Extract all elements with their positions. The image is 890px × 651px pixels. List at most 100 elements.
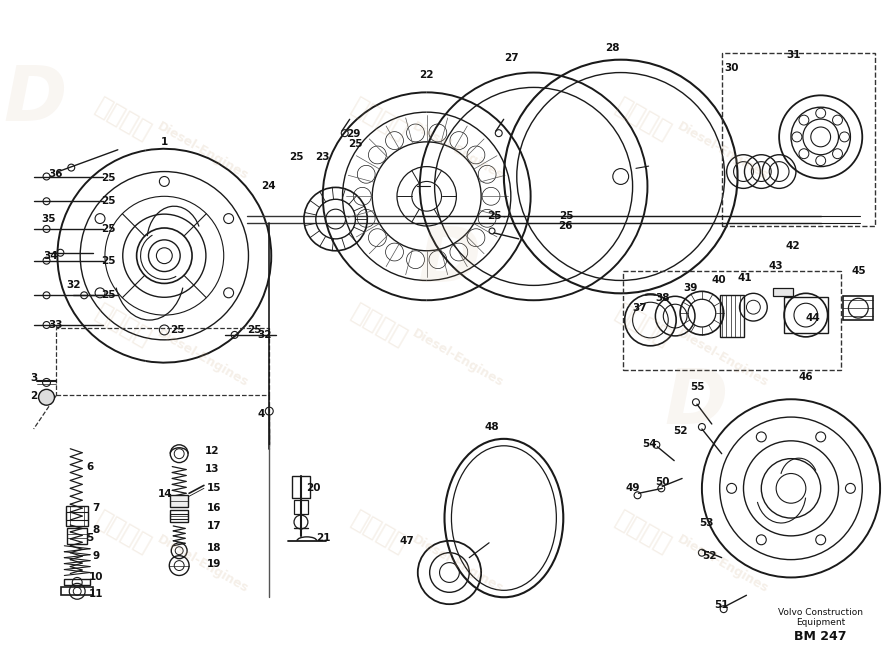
Text: D: D [417, 224, 481, 298]
Bar [720, 296, 744, 337]
Text: 12: 12 [205, 446, 219, 456]
Text: 32: 32 [257, 330, 271, 340]
Text: 20: 20 [306, 483, 321, 493]
Text: 13: 13 [205, 464, 219, 473]
Text: 14: 14 [158, 490, 173, 499]
Text: 33: 33 [48, 320, 62, 330]
Text: Diesel-Engines: Diesel-Engines [155, 326, 251, 389]
Bar [294, 500, 308, 514]
Text: Diesel-Engines: Diesel-Engines [410, 120, 506, 183]
Text: 19: 19 [206, 559, 221, 568]
Text: 25: 25 [348, 139, 362, 149]
Text: 35: 35 [41, 214, 56, 224]
Text: Diesel-Engines: Diesel-Engines [155, 533, 251, 596]
Text: 6: 6 [86, 462, 93, 471]
Text: 4: 4 [258, 409, 265, 419]
Bar [56, 328, 270, 395]
Text: 25: 25 [559, 211, 573, 221]
Text: 1: 1 [161, 137, 168, 147]
Text: 31: 31 [787, 49, 801, 60]
Text: 27: 27 [505, 53, 519, 62]
Text: 54: 54 [642, 439, 657, 449]
Text: 45: 45 [851, 266, 866, 275]
Text: 紫发动力: 紫发动力 [611, 300, 676, 351]
Text: 26: 26 [558, 221, 572, 231]
Text: BM 247: BM 247 [795, 630, 847, 643]
Bar [170, 510, 188, 522]
Text: 22: 22 [419, 70, 434, 79]
Bar [68, 528, 87, 544]
Text: 15: 15 [206, 483, 221, 493]
Text: 紫发动力: 紫发动力 [611, 94, 676, 145]
Text: 紫发动力: 紫发动力 [347, 94, 411, 145]
Text: 37: 37 [632, 303, 647, 313]
Text: 29: 29 [346, 129, 360, 139]
Bar [67, 512, 88, 520]
Text: 紫发动力: 紫发动力 [92, 506, 156, 557]
Text: 34: 34 [44, 251, 58, 260]
Text: 47: 47 [400, 536, 414, 546]
Text: 9: 9 [93, 551, 100, 561]
Text: 紫发动力: 紫发动力 [611, 506, 676, 557]
Text: 25: 25 [101, 224, 115, 234]
Text: 11: 11 [89, 589, 103, 600]
Text: Diesel-Engines: Diesel-Engines [410, 326, 506, 389]
Bar [170, 495, 188, 507]
Text: 紫发动力: 紫发动力 [92, 300, 156, 351]
Text: 50: 50 [655, 477, 669, 488]
Text: 25: 25 [101, 173, 115, 184]
Bar [773, 288, 793, 296]
Text: 49: 49 [626, 483, 640, 493]
Bar [623, 271, 840, 370]
Text: 2: 2 [30, 391, 37, 401]
Text: 51: 51 [715, 600, 729, 610]
Text: 55: 55 [690, 382, 704, 393]
Bar [67, 506, 88, 526]
Text: D: D [665, 366, 728, 440]
Bar [61, 587, 93, 595]
Text: 25: 25 [247, 325, 262, 335]
Text: 39: 39 [683, 283, 697, 294]
Bar [722, 53, 875, 226]
Text: 24: 24 [261, 182, 276, 191]
Text: 3: 3 [30, 374, 37, 383]
Text: Diesel-Engines: Diesel-Engines [675, 326, 771, 389]
Text: 10: 10 [89, 572, 103, 583]
Text: 紫发动力: 紫发动力 [92, 94, 156, 145]
Text: 25: 25 [101, 196, 115, 206]
Bar [170, 514, 188, 519]
Text: 52: 52 [673, 426, 687, 436]
Text: 48: 48 [485, 422, 499, 432]
Text: 紫发动力: 紫发动力 [347, 300, 411, 351]
Bar [784, 298, 828, 333]
Text: 21: 21 [317, 533, 331, 543]
Text: Diesel-Engines: Diesel-Engines [675, 120, 771, 183]
Text: Volvo Construction: Volvo Construction [778, 607, 863, 616]
Circle shape [38, 389, 54, 405]
Text: 42: 42 [786, 241, 800, 251]
Text: 28: 28 [605, 43, 620, 53]
Text: 7: 7 [93, 503, 100, 513]
Text: 25: 25 [288, 152, 303, 161]
Text: 紫发动力: 紫发动力 [347, 506, 411, 557]
Text: 18: 18 [206, 543, 221, 553]
Text: D: D [4, 63, 67, 137]
Text: Equipment: Equipment [796, 618, 845, 626]
Text: 23: 23 [315, 152, 330, 161]
Text: 25: 25 [170, 325, 184, 335]
Text: 40: 40 [711, 275, 726, 285]
Text: 30: 30 [724, 62, 739, 73]
Text: 25: 25 [101, 290, 115, 300]
Text: Diesel-Engines: Diesel-Engines [410, 533, 506, 596]
Text: 5: 5 [86, 533, 93, 543]
Text: 41: 41 [737, 273, 752, 283]
Text: 17: 17 [206, 521, 221, 531]
Text: Diesel-Engines: Diesel-Engines [675, 533, 771, 596]
Text: 32: 32 [66, 281, 80, 290]
Bar [844, 296, 873, 320]
Text: 52: 52 [702, 551, 717, 561]
Text: 53: 53 [700, 518, 714, 528]
Bar [64, 579, 90, 585]
Text: 44: 44 [805, 313, 821, 323]
Bar [292, 477, 310, 498]
